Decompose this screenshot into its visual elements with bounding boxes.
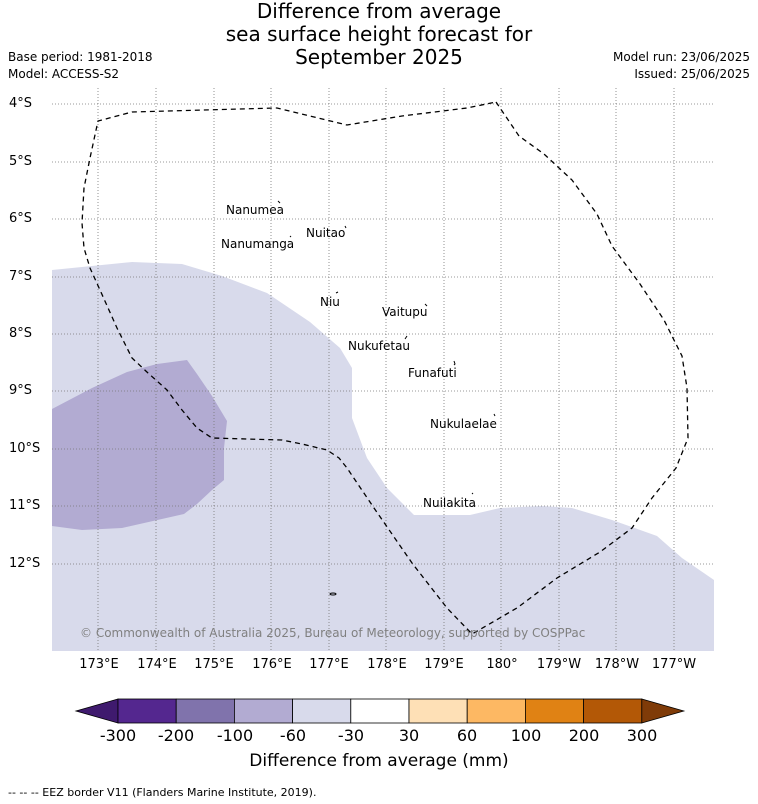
model-name: Model: ACCESS-S2 [8,67,120,81]
place-label-funafuti: Funafuti [408,366,457,380]
model-run: Model run: 23/06/2025 [612,50,750,64]
place-label-nanumea: Nanumea [226,203,284,217]
lat-label-6s: 6°S [9,211,33,226]
lat-label-5s: 5°S [9,154,33,169]
colorbar-segment [524,698,584,724]
lon-label-177e: 177°E [309,657,349,672]
meta-left: Base period: 1981-2018 Model: ACCESS-S2 [8,49,153,83]
eez-border [81,101,689,635]
colorbar-segment [175,698,235,724]
colorbar-segment [583,698,643,724]
lon-label-176e: 176°E [252,657,292,672]
lon-label-178e: 178°E [367,657,407,672]
lat-label-7s: 7°S [9,269,33,284]
island-vaitupu [424,303,428,307]
colorbar-tick-8: 200 [568,726,600,745]
title-line-3: September 2025 [295,45,463,69]
colorbar-tick-0: -300 [99,726,137,745]
island-nuitao [344,225,347,229]
graticule [52,88,714,651]
lon-label-173e: 173°E [79,657,119,672]
place-label-nuitao: Nuitao [306,226,346,240]
map-svg [52,88,714,651]
meta-right: Model run: 23/06/2025 Issued: 25/06/2025 [613,49,750,83]
colorbar [74,698,686,724]
anomaly-region-dark [52,360,227,530]
island-niu [335,291,339,294]
place-label-nukufetau: Nukufetau [348,339,411,353]
map-panel [52,88,714,651]
colorbar-tick-7: 100 [510,726,542,745]
island-nukufetau [404,335,408,340]
colorbar-extend-low [74,698,119,724]
place-label-niu: Niu [320,295,340,309]
place-label-vaitupu: Vaitupu [382,305,428,319]
title-line-2: sea surface height forecast for [225,22,533,46]
lon-label-179w: 179°W [536,657,582,672]
place-label-nanumanga: Nanumanga [221,237,295,251]
colorbar-tick-6: 60 [456,726,478,745]
base-period: Base period: 1981-2018 [8,50,153,64]
copyright-notice: © Commonwealth of Australia 2025, Bureau… [80,626,586,640]
eez-legend-footer: -- -- -- EEZ border V11 (Flanders Marine… [8,786,317,799]
colorbar-segment [292,698,352,724]
lon-label-179e: 179°E [424,657,464,672]
colorbar-segment [466,698,526,724]
island-nuilakita [471,492,474,495]
island-funafuti [453,360,456,366]
colorbar-extend-high [641,698,686,724]
colorbar-tick-5: 30 [398,726,420,745]
lon-label-178w: 178°W [594,657,640,672]
lat-label-12s: 12°S [9,556,41,571]
map-title: Difference from average sea surface heig… [0,0,758,69]
island-nanumea [277,200,281,204]
islands [277,200,496,596]
place-label-nuilakita: Nuilakita [423,496,476,510]
colorbar-tick-9: 300 [626,726,658,745]
island-nanumanga [289,235,292,238]
colorbar-tick-2: -100 [216,726,254,745]
lon-label-177w: 177°W [651,657,697,672]
issued-date: Issued: 25/06/2025 [634,67,750,81]
island-nukulaelae [493,413,496,417]
colorbar-segment [350,698,410,724]
anomaly-region-light [52,262,714,651]
colorbar-tick-3: -60 [279,726,307,745]
island-reef [329,592,337,596]
lat-label-4s: 4°S [9,96,33,111]
colorbar-tick-1: -200 [157,726,195,745]
title-line-1: Difference from average [256,0,502,23]
colorbar-title: Difference from average (mm) [249,751,509,771]
colorbar-segment [408,698,468,724]
lon-label-180: 180° [486,657,518,672]
lat-label-8s: 8°S [9,326,33,341]
lon-label-174e: 174°E [137,657,177,672]
lon-label-175e: 175°E [194,657,234,672]
lat-label-10s: 10°S [9,441,41,456]
colorbar-tick-4: -30 [337,726,365,745]
lat-label-9s: 9°S [9,383,33,398]
place-label-nukulaelae: Nukulaelae [430,417,497,431]
lat-label-11s: 11°S [9,498,41,513]
colorbar-segment [233,698,293,724]
colorbar-segment [117,698,177,724]
